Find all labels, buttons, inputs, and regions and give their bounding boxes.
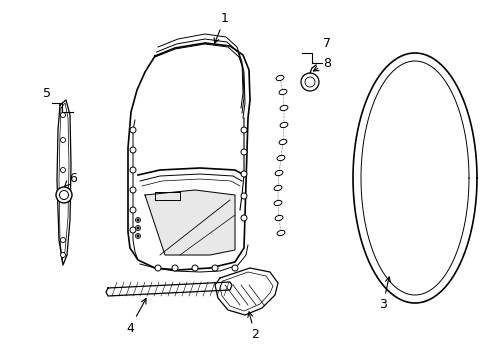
Polygon shape: [353, 53, 477, 303]
Text: 8: 8: [314, 57, 331, 71]
Circle shape: [130, 227, 136, 233]
Text: 4: 4: [126, 298, 146, 334]
Text: 1: 1: [214, 12, 229, 43]
Circle shape: [60, 112, 66, 117]
Ellipse shape: [274, 185, 282, 191]
Circle shape: [241, 171, 247, 177]
Circle shape: [60, 252, 66, 257]
Ellipse shape: [276, 75, 284, 81]
Circle shape: [56, 187, 72, 203]
Circle shape: [232, 265, 238, 271]
Ellipse shape: [277, 156, 285, 161]
Ellipse shape: [280, 105, 288, 111]
Polygon shape: [57, 100, 71, 265]
Circle shape: [59, 190, 69, 199]
Polygon shape: [106, 282, 232, 296]
Ellipse shape: [274, 201, 282, 206]
Text: 3: 3: [379, 277, 391, 311]
Text: 7: 7: [323, 36, 331, 50]
Circle shape: [136, 217, 141, 222]
Ellipse shape: [279, 89, 287, 95]
Circle shape: [137, 235, 139, 237]
Circle shape: [130, 167, 136, 173]
Ellipse shape: [275, 215, 283, 221]
Circle shape: [192, 265, 198, 271]
Circle shape: [130, 127, 136, 133]
Circle shape: [241, 149, 247, 155]
Circle shape: [155, 265, 161, 271]
Circle shape: [241, 193, 247, 199]
Circle shape: [60, 138, 66, 143]
Ellipse shape: [280, 122, 288, 128]
Circle shape: [136, 225, 141, 230]
Polygon shape: [215, 268, 278, 315]
Text: 6: 6: [64, 171, 77, 187]
Circle shape: [130, 207, 136, 213]
Polygon shape: [128, 43, 250, 270]
Circle shape: [60, 238, 66, 243]
Circle shape: [130, 147, 136, 153]
Polygon shape: [145, 190, 235, 255]
Ellipse shape: [279, 139, 287, 145]
Circle shape: [305, 77, 315, 87]
Text: 2: 2: [248, 312, 259, 342]
Circle shape: [137, 227, 139, 229]
Text: 5: 5: [43, 86, 51, 99]
Circle shape: [136, 234, 141, 239]
Ellipse shape: [275, 170, 283, 176]
Circle shape: [301, 73, 319, 91]
Circle shape: [212, 265, 218, 271]
Circle shape: [60, 167, 66, 172]
Circle shape: [172, 265, 178, 271]
Ellipse shape: [277, 230, 285, 236]
Circle shape: [130, 187, 136, 193]
Circle shape: [241, 215, 247, 221]
Circle shape: [241, 127, 247, 133]
Circle shape: [137, 219, 139, 221]
